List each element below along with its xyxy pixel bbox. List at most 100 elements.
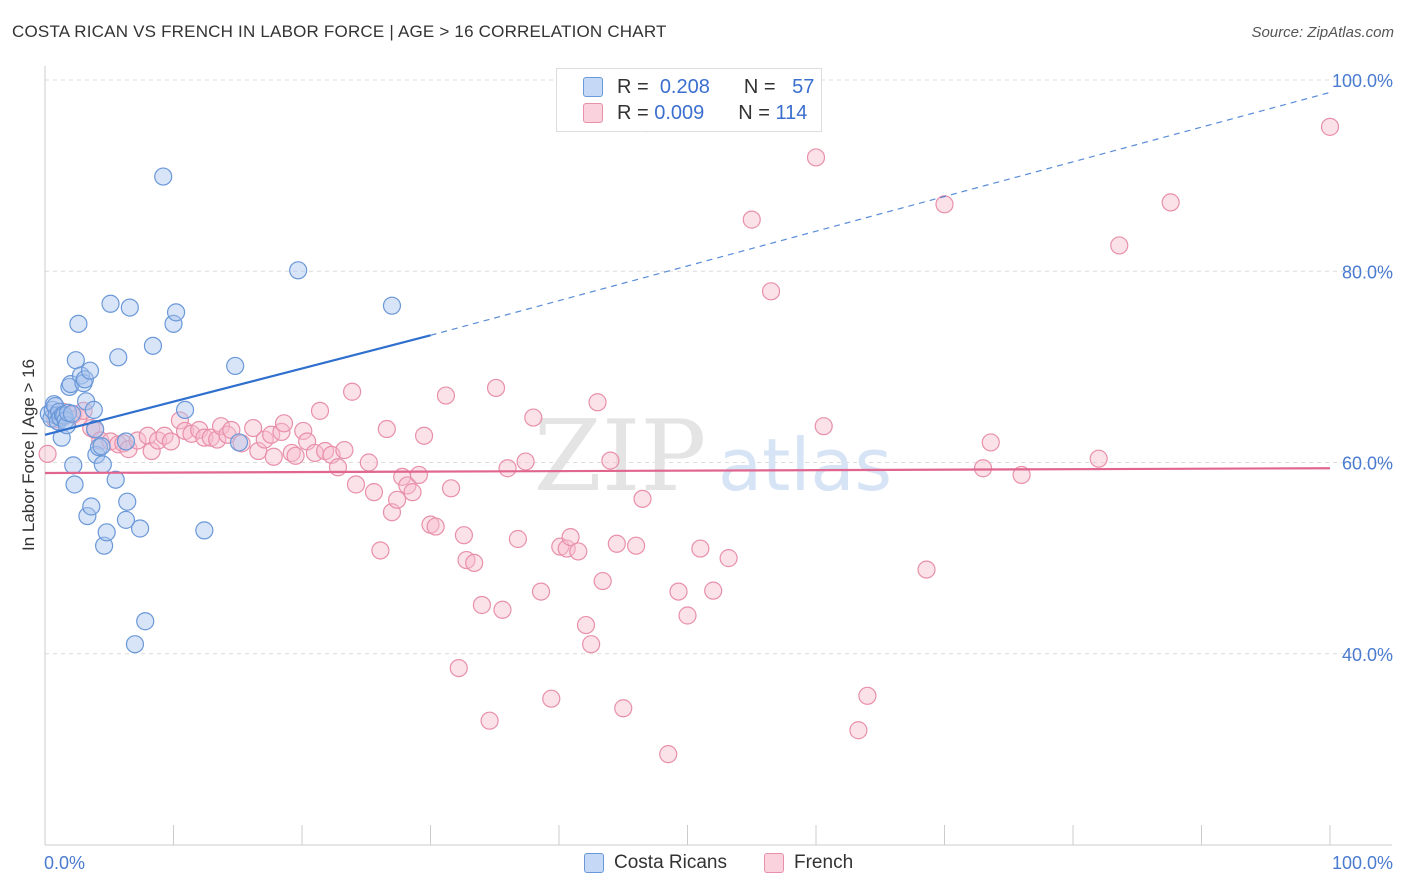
data-point-french <box>480 711 499 730</box>
data-point-french <box>335 440 354 460</box>
data-point-costa-ricans <box>86 419 105 439</box>
legend-row-costa-ricans: R = 0.208 N = 57 <box>583 75 814 99</box>
data-point-french <box>472 595 491 615</box>
data-point-costa-ricans <box>120 298 139 317</box>
legend-r-value: 0.208 <box>659 75 710 98</box>
data-point-costa-ricans <box>78 506 97 526</box>
data-point-french <box>593 571 612 591</box>
data-point-french <box>414 426 434 445</box>
data-point-french <box>935 195 954 214</box>
data-point-french <box>465 553 484 573</box>
data-point-french <box>561 527 580 547</box>
data-point-french <box>516 452 535 471</box>
data-point-french <box>208 430 227 449</box>
legend-swatch-pink <box>764 853 784 873</box>
data-point-french <box>1110 236 1129 255</box>
data-point-french <box>38 444 57 463</box>
data-point-french <box>328 458 348 477</box>
data-point-french <box>486 378 506 398</box>
grid-lines <box>45 79 1392 655</box>
trend-line-costa-ricans <box>44 334 431 436</box>
data-point-french <box>403 483 422 502</box>
trend-line-costa-ricans-extension <box>430 91 1331 336</box>
data-point-french <box>1012 465 1031 485</box>
data-point-costa-ricans <box>116 432 136 451</box>
legend-n-label: N = <box>738 101 770 124</box>
data-point-french <box>262 425 281 444</box>
watermark-atlas: atlas <box>718 423 892 507</box>
data-point-french <box>761 282 781 301</box>
data-point-costa-ricans <box>65 475 84 494</box>
legend-item-label: Costa Ricans <box>614 852 727 873</box>
data-point-costa-ricans <box>136 612 155 631</box>
data-point-french <box>601 451 620 470</box>
data-point-costa-ricans <box>97 523 116 542</box>
stats-legend: R = 0.208 N = 57 R = 0.009 N = 114 <box>556 68 822 132</box>
data-point-costa-ricans <box>229 433 249 452</box>
data-point-french <box>310 401 330 420</box>
data-point-french <box>531 582 551 601</box>
data-point-french <box>588 393 607 412</box>
y-tick-label: 80.0% <box>1342 262 1393 282</box>
data-point-costa-ricans <box>82 497 101 516</box>
data-point-french <box>343 382 362 401</box>
data-point-french <box>806 148 826 167</box>
data-point-french <box>691 539 710 558</box>
legend-r-value: 0.009 <box>654 101 705 124</box>
legend-item-label: French <box>794 852 854 873</box>
y-tick-label: 100.0% <box>1332 71 1393 91</box>
data-point-french <box>449 658 468 678</box>
data-point-costa-ricans <box>106 470 125 489</box>
data-point-french <box>849 721 868 740</box>
legend-item-french[interactable]: French <box>764 852 853 874</box>
data-point-costa-ricans <box>93 455 112 474</box>
legend-n-label: N = <box>743 75 776 98</box>
axes <box>44 66 1392 846</box>
data-point-french <box>1320 117 1340 136</box>
tick-labels: 40.0% 60.0% 80.0% 100.0% 0.0% 100.0% <box>44 71 1393 873</box>
data-point-french <box>161 432 181 451</box>
y-tick-label: 40.0% <box>1342 645 1393 665</box>
data-point-costa-ricans <box>80 361 100 380</box>
data-point-french <box>170 411 190 430</box>
legend-n-value: 114 <box>775 101 808 124</box>
data-point-french <box>524 408 543 427</box>
data-point-costa-ricans <box>109 348 128 367</box>
data-point-costa-ricans <box>382 296 402 315</box>
data-point-costa-ricans <box>143 336 163 355</box>
data-point-french <box>142 441 161 461</box>
data-point-french <box>1161 193 1180 212</box>
data-point-french <box>607 534 626 553</box>
legend-item-costa-ricans[interactable]: Costa Ricans <box>584 852 727 874</box>
data-point-french <box>704 581 723 600</box>
data-point-french <box>436 386 456 405</box>
trend-line-french <box>44 467 1331 475</box>
data-point-french <box>981 433 1000 452</box>
data-point-french <box>582 635 601 654</box>
legend-n-value: 57 <box>792 75 815 98</box>
data-point-french <box>274 414 294 433</box>
y-tick-label: 60.0% <box>1342 454 1393 474</box>
x-tick-label: 100.0% <box>1332 853 1393 873</box>
data-point-costa-ricans <box>95 536 114 555</box>
data-point-costa-ricans <box>166 303 186 322</box>
chart-title: COSTA RICAN VS FRENCH IN LABOR FORCE | A… <box>12 22 667 41</box>
data-point-french <box>633 489 652 508</box>
x-tick-label: 0.0% <box>44 853 85 873</box>
data-point-french <box>508 529 527 549</box>
data-point-costa-ricans <box>195 521 214 540</box>
data-point-costa-ricans <box>101 294 120 313</box>
data-point-costa-ricans <box>84 400 103 420</box>
trend-lines <box>44 91 1331 475</box>
data-point-costa-ricans <box>62 404 82 423</box>
data-point-costa-ricans <box>125 635 145 654</box>
series-french <box>38 113 1340 764</box>
legend-r-label: R = <box>617 101 649 124</box>
data-point-french <box>364 483 384 502</box>
legend-swatch-pink <box>583 103 603 123</box>
source-label: Source: ZipAtlas.com <box>1251 24 1394 41</box>
data-point-french <box>493 600 512 619</box>
data-point-french <box>441 479 461 498</box>
series-legend: Costa Ricans French <box>0 852 1406 878</box>
